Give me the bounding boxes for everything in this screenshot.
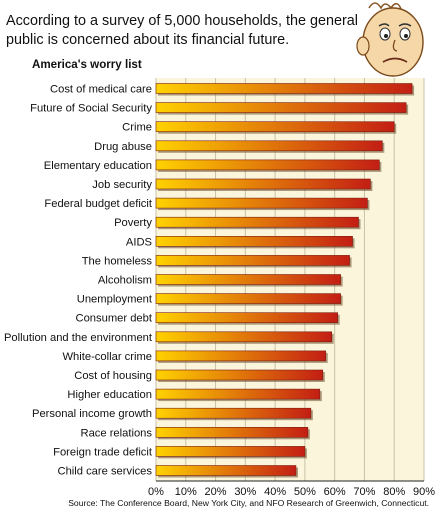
bar [155,83,413,94]
bar [155,102,407,113]
bar [155,121,395,132]
bar [155,369,324,381]
category-label: Personal income growth [32,408,152,420]
bar [155,216,359,228]
bar [155,407,312,419]
bar [155,274,341,285]
category-label: Foreign trade deficit [53,446,153,458]
bar [155,197,368,209]
bar [155,465,297,476]
category-label: Future of Social Security [30,103,152,115]
category-label: Poverty [114,217,152,229]
bar [155,312,338,324]
bar [155,388,321,400]
x-tick-label: 90% [413,486,435,498]
bar [155,446,306,457]
category-label: Higher education [67,389,152,401]
category-label: AIDS [126,236,152,248]
category-label: Alcoholism [98,275,152,287]
category-label: Consumer debt [76,313,153,325]
chart-title: America's worry list [32,58,142,71]
category-label: Cost of housing [74,370,152,382]
x-tick-label: 10% [175,486,197,498]
category-label: The homeless [82,255,153,267]
x-tick-label: 30% [234,486,256,498]
worried-face-icon [356,2,424,77]
bar [155,159,380,171]
category-label: Elementary education [44,160,152,172]
bar [155,350,327,362]
x-tick-label: 50% [294,486,316,498]
category-label: Child care services [57,466,152,478]
headline: According to a survey of 5,000 household… [6,13,359,48]
bar [155,140,383,152]
x-tick-label: 70% [353,486,375,498]
bar [155,255,350,266]
source-note: Source: The Conference Board, New York C… [68,498,429,508]
x-tick-label: 60% [324,486,346,498]
bar [155,293,341,304]
category-label: White-collar crime [62,351,152,363]
x-tick-label: 40% [264,486,286,498]
x-tick-label: 0% [148,486,164,498]
bar [155,426,309,438]
category-label: Cost of medical care [50,84,152,96]
category-label: Drug abuse [94,141,152,153]
bar [155,178,371,190]
category-label: Unemployment [77,294,153,306]
bar [155,331,332,343]
x-tick-label: 80% [383,486,405,498]
bar [155,236,353,247]
category-label: Job security [92,179,152,191]
category-label: Federal budget deficit [44,198,152,210]
category-label: Race relations [80,427,152,439]
x-tick-label: 20% [205,486,227,498]
category-label: Pollution and the environment [4,332,153,344]
category-label: Crime [122,122,152,134]
